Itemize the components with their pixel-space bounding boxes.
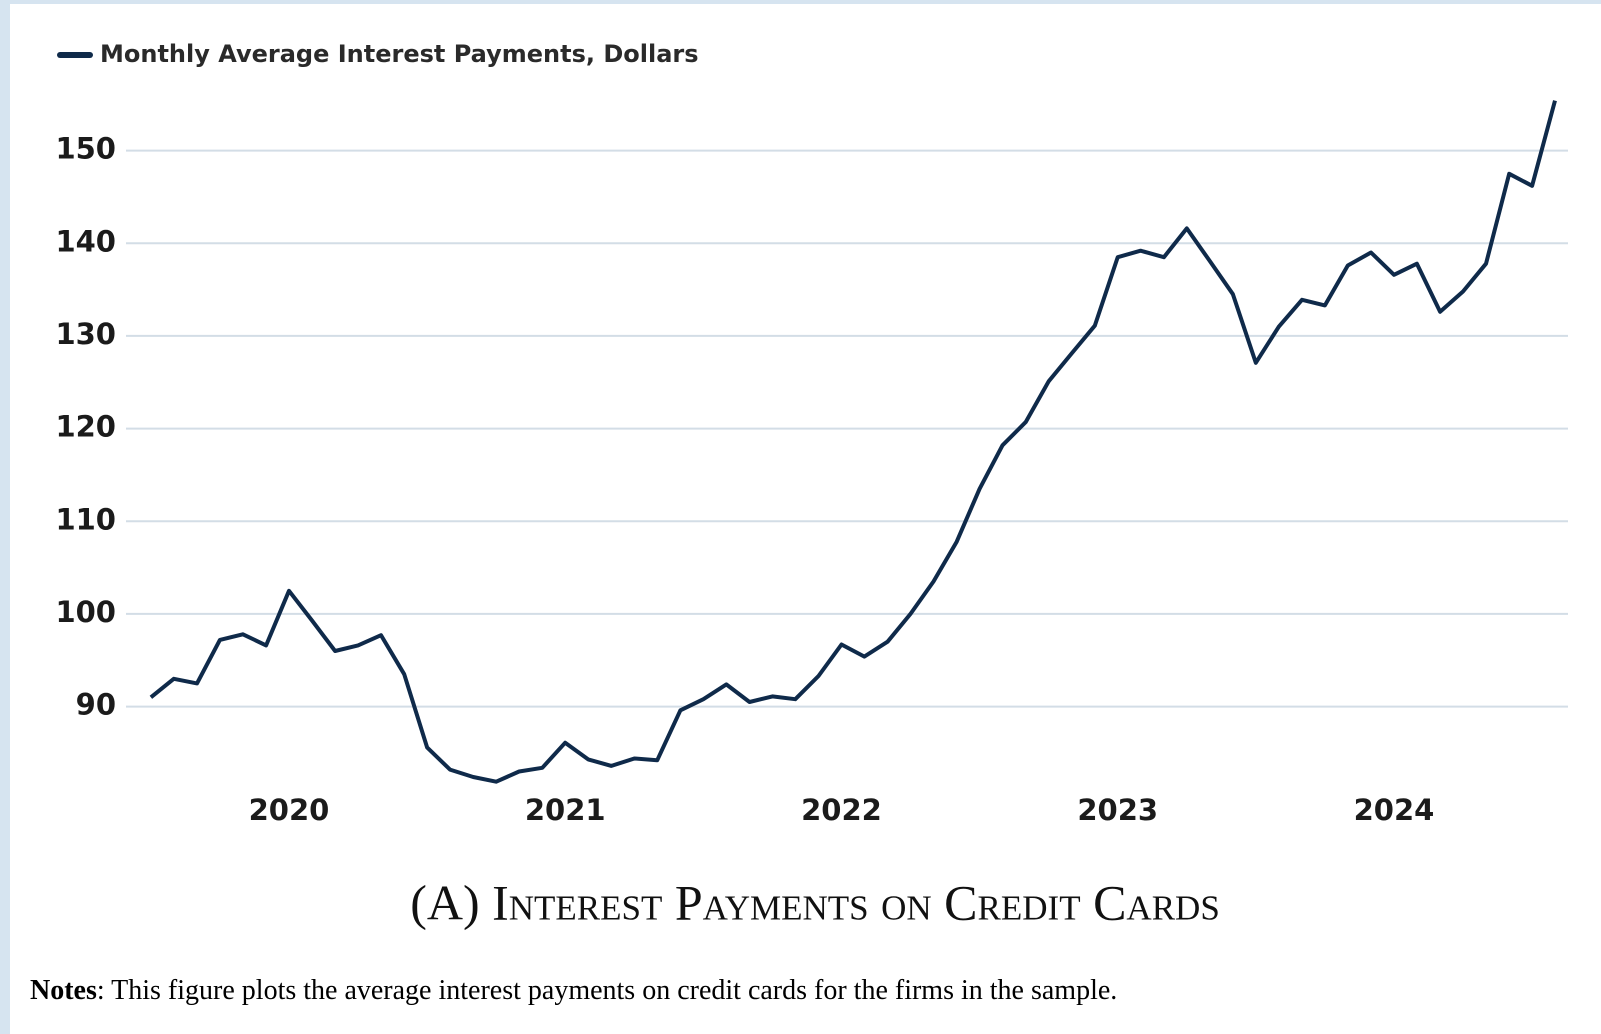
y-tick-label: 120 bbox=[55, 410, 116, 444]
y-tick-label: 90 bbox=[76, 688, 116, 722]
notes-label: Notes bbox=[30, 975, 97, 1006]
y-tick-label: 110 bbox=[55, 502, 116, 536]
y-tick-label: 100 bbox=[55, 595, 116, 629]
x-tick-label: 2023 bbox=[1077, 793, 1158, 827]
x-tick-label: 2024 bbox=[1354, 793, 1435, 827]
legend-label: Monthly Average Interest Payments, Dolla… bbox=[100, 40, 699, 68]
y-tick-label: 130 bbox=[55, 317, 116, 351]
line-series bbox=[149, 100, 1557, 784]
x-tick-label: 2021 bbox=[525, 793, 606, 827]
x-tick-label: 2022 bbox=[801, 793, 882, 827]
frame-left bbox=[0, 0, 10, 1034]
chart-title: (A) Interest Payments on Credit Cards bbox=[410, 874, 1220, 930]
y-tick-label: 150 bbox=[55, 132, 116, 166]
notes-text: : This figure plots the average interest… bbox=[97, 975, 1117, 1006]
notes: Notes: This figure plots the average int… bbox=[30, 975, 1117, 1006]
y-tick-label: 140 bbox=[55, 224, 116, 258]
x-tick-label: 2020 bbox=[249, 793, 330, 827]
frame-top bbox=[0, 0, 1601, 4]
